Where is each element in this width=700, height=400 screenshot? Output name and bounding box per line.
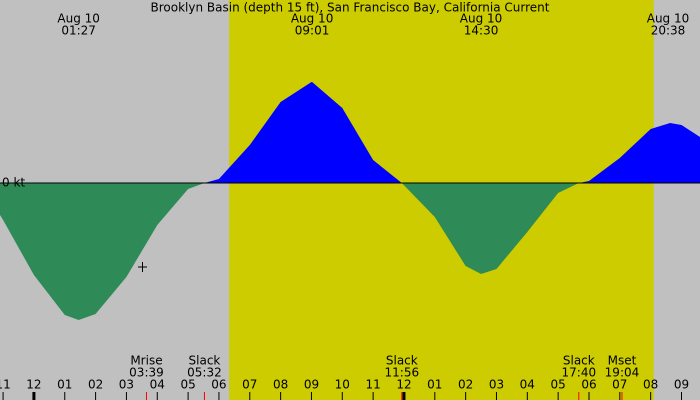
- event-label: Slack: [563, 354, 595, 368]
- flood-area: [0, 82, 700, 183]
- peak-time: 01:27: [61, 24, 96, 38]
- x-tick-label: 02: [88, 378, 103, 392]
- peak-date: Aug 10: [460, 12, 503, 26]
- x-tick-label: 03: [489, 378, 504, 392]
- x-tick-label: 05: [551, 378, 566, 392]
- x-tick-label: 12: [26, 378, 41, 392]
- x-tick-label: 07: [242, 378, 257, 392]
- x-tick-label: 05: [180, 378, 195, 392]
- peak-time: 14:30: [464, 24, 499, 38]
- peak-date: Aug 10: [57, 12, 100, 26]
- peak-time: 20:38: [651, 24, 686, 38]
- event-time: 05:32: [187, 366, 222, 380]
- x-tick-label: 11: [365, 378, 380, 392]
- x-tick-label: 01: [57, 378, 72, 392]
- event-label: Slack: [189, 354, 221, 368]
- event-label: Slack: [386, 354, 418, 368]
- peak-date: Aug 10: [291, 12, 334, 26]
- event-label: Mset: [608, 354, 637, 368]
- x-tick-label: 12: [396, 378, 411, 392]
- x-tick-label: 08: [643, 378, 658, 392]
- event-time: 03:39: [129, 366, 164, 380]
- y-tick-label: 0 kt: [2, 176, 25, 190]
- x-tick-label: 09: [674, 378, 689, 392]
- x-tick-label: 08: [273, 378, 288, 392]
- event-time: 11:56: [385, 366, 420, 380]
- peak-time: 09:01: [295, 24, 330, 38]
- event-time: 19:04: [605, 366, 640, 380]
- x-tick-label: 06: [211, 378, 226, 392]
- x-tick-label: 02: [458, 378, 473, 392]
- ebb-area: [0, 183, 700, 320]
- x-tick-label: 04: [520, 378, 535, 392]
- chart-title: Brooklyn Basin (depth 15 ft), San Franci…: [151, 1, 550, 15]
- x-tick-label: 09: [304, 378, 319, 392]
- event-label: Mrise: [130, 354, 162, 368]
- peak-date: Aug 10: [647, 12, 690, 26]
- x-tick-label: 03: [119, 378, 134, 392]
- x-tick-label: 06: [581, 378, 596, 392]
- x-tick-label: 01: [427, 378, 442, 392]
- x-tick-label: 10: [335, 378, 350, 392]
- event-time: 17:40: [562, 366, 597, 380]
- x-tick-label: 04: [150, 378, 165, 392]
- cursor-crosshair: [138, 262, 147, 272]
- x-tick-label: 07: [612, 378, 627, 392]
- x-tick-label: 11: [0, 378, 11, 392]
